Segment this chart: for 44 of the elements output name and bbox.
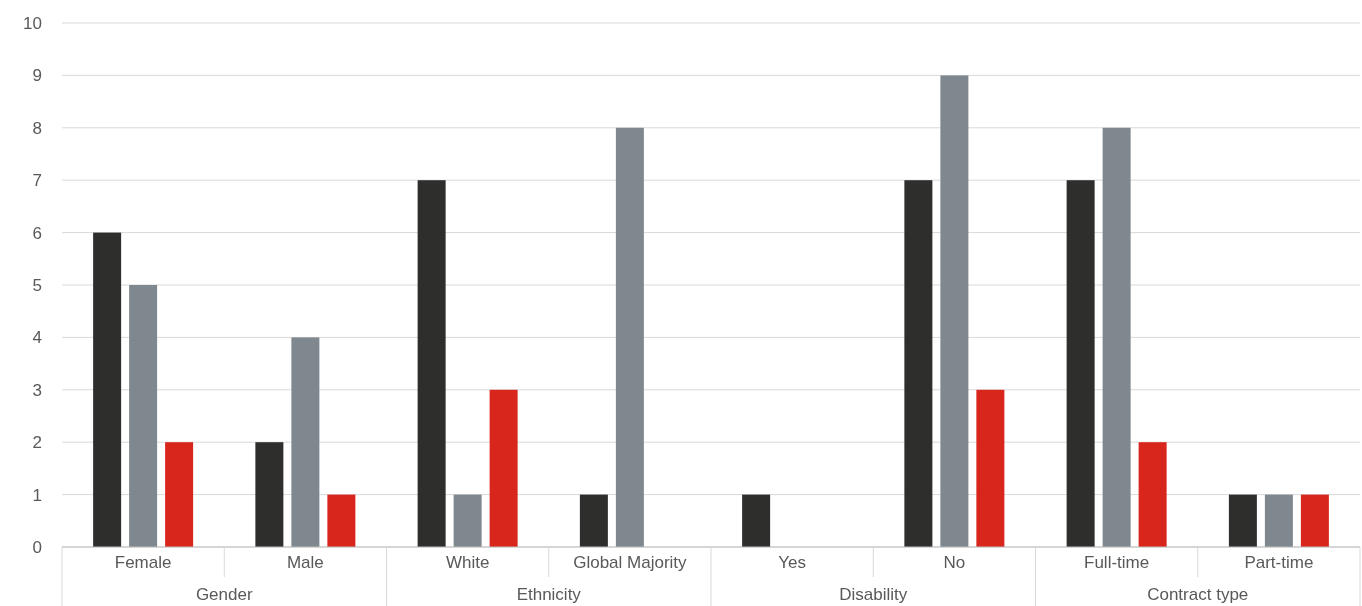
y-tick-label: 1: [32, 485, 42, 505]
x-tick-label: Part-time: [1244, 553, 1314, 572]
x-tick-label: White: [445, 553, 490, 572]
bar: [327, 494, 356, 547]
text: Contract type: [1147, 585, 1249, 604]
bar: [291, 337, 320, 547]
y-tick-label: 5: [32, 275, 42, 295]
bar: [453, 494, 482, 547]
bar: [1138, 442, 1167, 547]
bar: [579, 494, 608, 547]
bar: [1264, 494, 1293, 547]
x-tick-label: No: [943, 553, 966, 572]
bar: [129, 285, 158, 547]
y-tick-label: 9: [32, 66, 42, 86]
y-tick-label: 0: [32, 537, 42, 557]
x-tick-label: Female: [114, 553, 172, 572]
y-tick-label: 4: [32, 328, 42, 348]
bar: [417, 180, 446, 547]
bar: [742, 494, 771, 547]
bar: [615, 127, 644, 547]
bar: [1066, 180, 1095, 547]
y-tick-label: 10: [23, 13, 42, 33]
text: Disability: [839, 585, 908, 604]
text: Ethnicity: [516, 585, 582, 604]
y-tick-label: 6: [32, 223, 42, 243]
bar: [255, 442, 284, 547]
x-tick-label: Global Majority: [573, 553, 688, 572]
y-tick-label: 8: [32, 118, 42, 138]
bar: [165, 442, 194, 547]
y-tick-label: 7: [32, 171, 42, 191]
bar: [1228, 494, 1257, 547]
bar: [940, 75, 969, 547]
bar: [976, 389, 1005, 547]
bar: [904, 180, 933, 547]
bar: [1300, 494, 1329, 547]
bar: [489, 389, 518, 547]
x-tick-label: Male: [286, 553, 324, 572]
x-tick-label: Yes: [778, 553, 806, 572]
y-tick-label: 3: [32, 380, 42, 400]
y-tick-label: 2: [32, 433, 42, 453]
bar: [1102, 127, 1131, 547]
x-tick-label: Full-time: [1084, 553, 1150, 572]
bar: [93, 232, 122, 547]
text: Gender: [195, 585, 253, 604]
